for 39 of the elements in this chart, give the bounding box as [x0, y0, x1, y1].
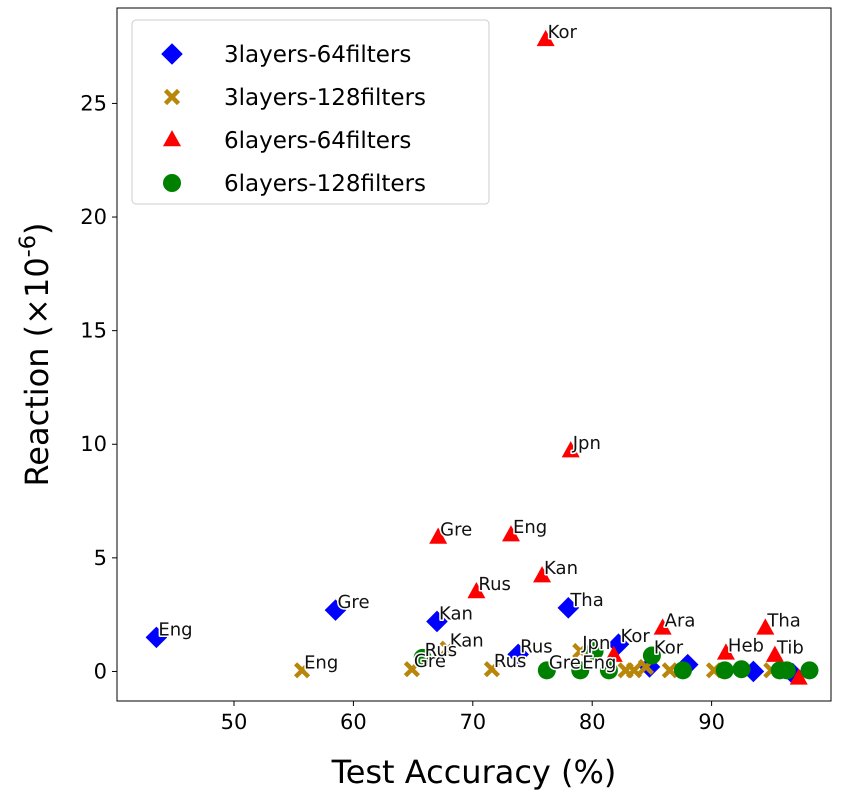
annotation: Kor	[654, 638, 684, 659]
annotation: Kor	[548, 22, 578, 43]
point	[674, 661, 692, 680]
point	[732, 660, 750, 678]
x-tick-label: 60	[340, 710, 367, 734]
x-tick-label: 50	[220, 710, 248, 734]
y-tick-label: 5	[94, 546, 107, 570]
y-tick-label: 0	[94, 659, 107, 684]
point	[716, 661, 734, 680]
annotation: Kan	[544, 558, 578, 580]
annotation: Gre	[440, 519, 472, 540]
legend-label: 3layers-64filters	[224, 42, 412, 68]
annotation: Gre	[338, 592, 370, 614]
annotation: Jpn	[572, 433, 601, 454]
annotation: Gre	[548, 652, 581, 674]
annotation: Heb	[728, 635, 764, 656]
annotation: Eng	[158, 619, 193, 640]
point	[626, 662, 642, 678]
y-tick-label: 10	[80, 432, 107, 456]
annotation: Tha	[569, 590, 604, 611]
x-tick-label: 80	[578, 710, 606, 734]
legend-label: 6layers-128filters	[224, 171, 426, 197]
annotation: Rus	[478, 574, 511, 595]
annotation: Tha	[766, 610, 801, 632]
annotation: Kor	[620, 626, 650, 648]
annotation: Eng	[304, 652, 338, 674]
legend-label: 6layers-64filters	[224, 128, 412, 154]
annotation: Kan	[438, 603, 473, 624]
x-tick-label: 70	[459, 710, 486, 734]
legend-label: 3layers-128filters	[224, 85, 426, 111]
point	[800, 661, 819, 680]
y-tick-label: 15	[80, 318, 107, 343]
x-tick-label: 90	[698, 710, 725, 734]
y-tick-label: 25	[80, 91, 107, 116]
annotation: Tib	[776, 638, 804, 659]
annotation: Eng	[513, 517, 548, 538]
annotation: Ara	[664, 610, 696, 632]
x-axis-title: Test Accuracy (%)	[330, 753, 616, 791]
y-tick-label: 20	[80, 205, 107, 230]
